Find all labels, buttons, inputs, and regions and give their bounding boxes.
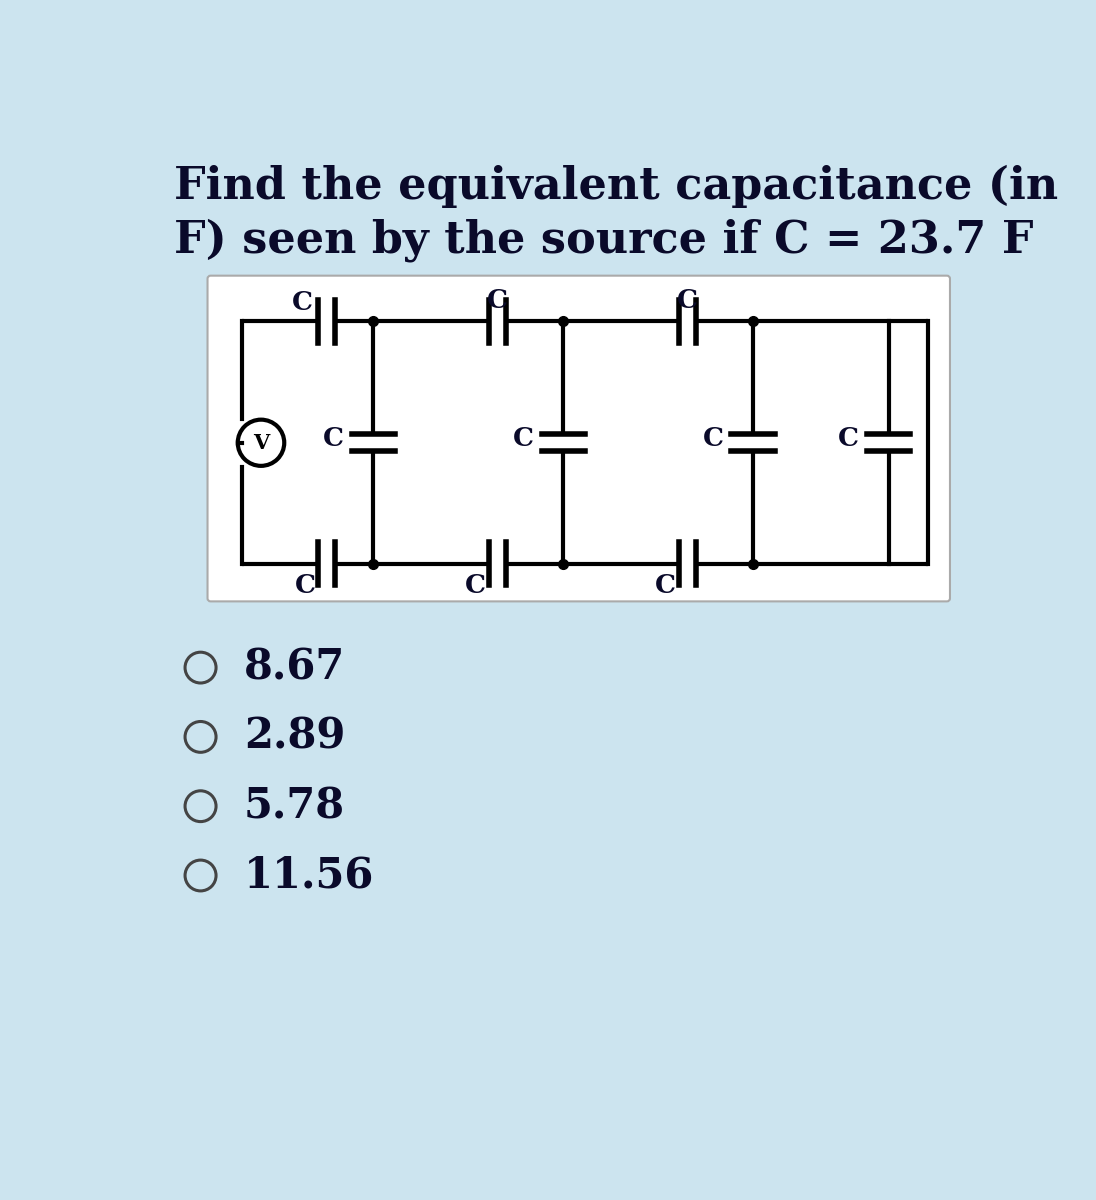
- Text: 5.78: 5.78: [244, 785, 345, 827]
- Text: C: C: [513, 426, 534, 451]
- Text: C: C: [676, 288, 698, 313]
- Text: C: C: [838, 426, 859, 451]
- Text: C: C: [292, 290, 312, 314]
- Text: F) seen by the source if C = 23.7 F: F) seen by the source if C = 23.7 F: [174, 218, 1034, 262]
- Text: 11.56: 11.56: [244, 854, 375, 896]
- Text: C: C: [487, 288, 507, 313]
- Text: 2.89: 2.89: [244, 716, 345, 758]
- Text: V: V: [253, 433, 270, 452]
- Text: C: C: [295, 572, 316, 598]
- Text: Find the equivalent capacitance (in: Find the equivalent capacitance (in: [174, 164, 1059, 208]
- FancyBboxPatch shape: [207, 276, 950, 601]
- Text: C: C: [323, 426, 344, 451]
- Text: C: C: [703, 426, 723, 451]
- Text: 8.67: 8.67: [244, 647, 345, 689]
- Text: C: C: [465, 572, 487, 598]
- Text: C: C: [655, 572, 676, 598]
